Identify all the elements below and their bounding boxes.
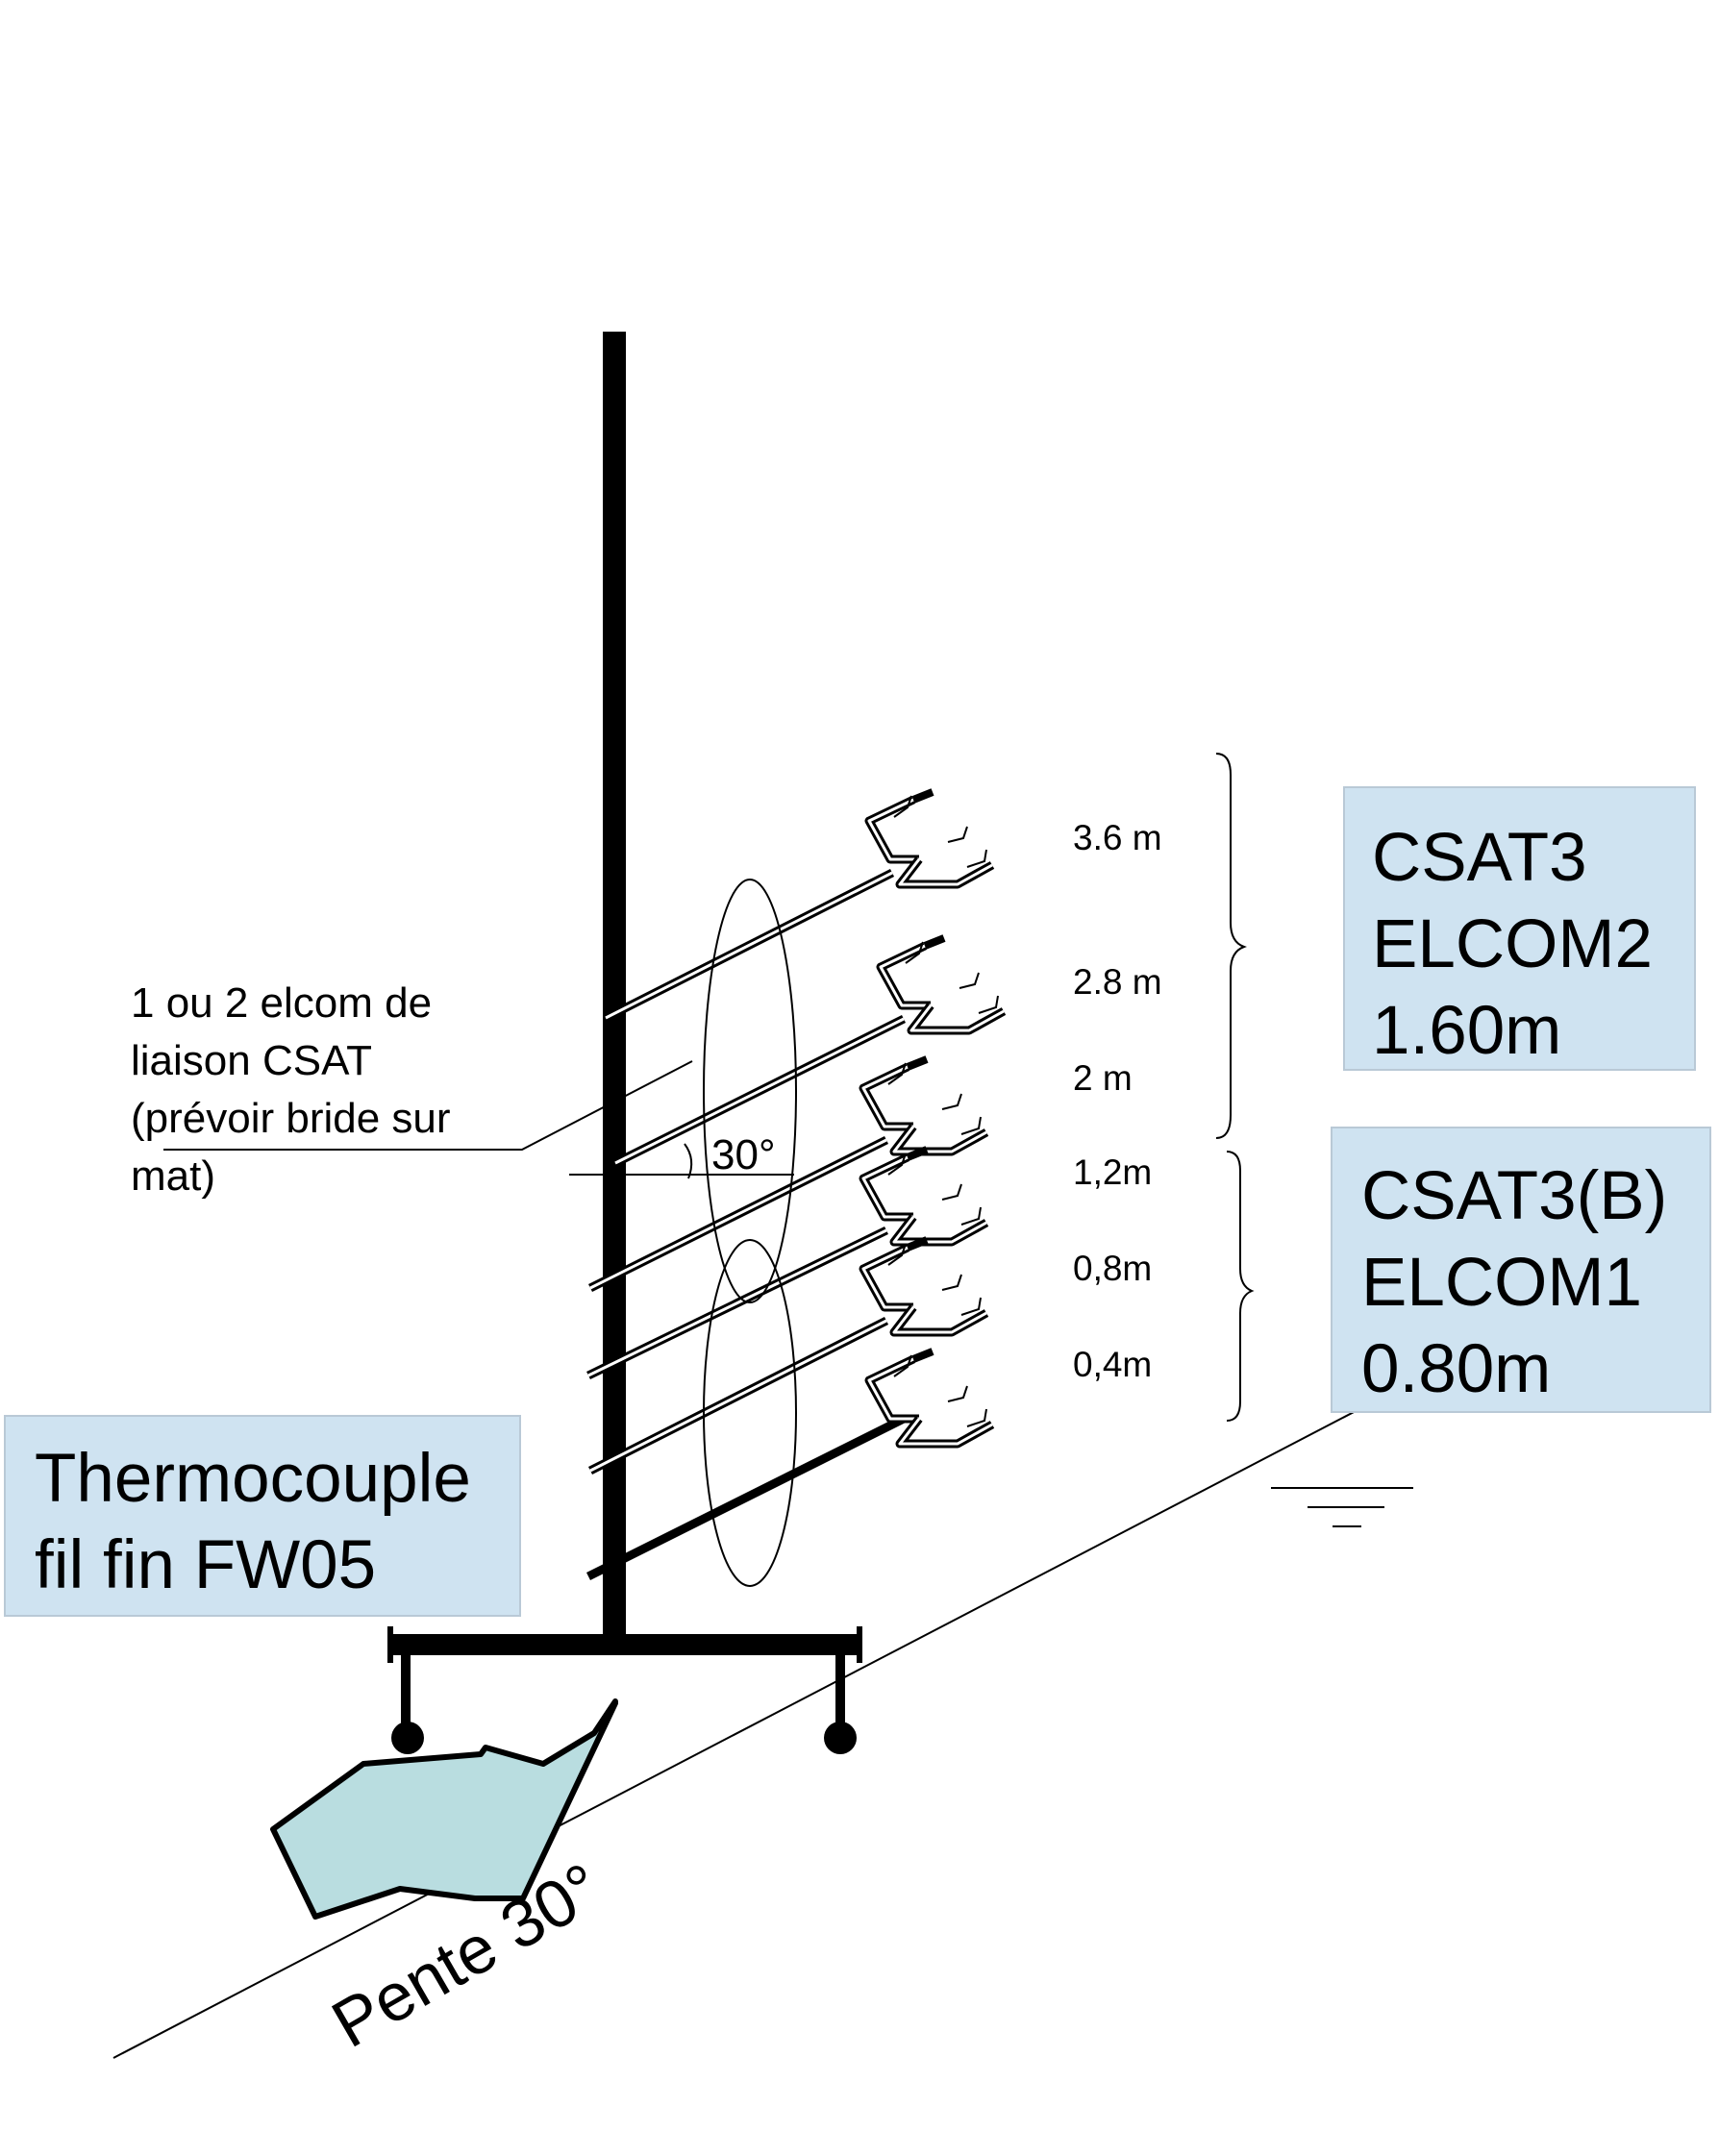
sensor-arm-2: [612, 938, 1004, 1168]
height-label-2-8: 2.8 m: [1073, 962, 1162, 1002]
sensor-arm-3: [587, 1059, 986, 1293]
sensor-arm-5: [587, 1240, 986, 1475]
box-line: fil fin FW05: [35, 1527, 377, 1603]
box-line: CSAT3: [1372, 820, 1587, 896]
thermocouple-label-box: Thermocouple fil fin FW05: [4, 1415, 521, 1617]
angle-label: 30°: [711, 1131, 776, 1178]
csat3b-elcom1-label-box: CSAT3(B) ELCOM1 0.80m: [1331, 1127, 1711, 1413]
upper-height-brace: [1215, 753, 1247, 1139]
box-line: 1.60m: [1372, 993, 1562, 1069]
elcom-note-leader: [163, 1060, 693, 1151]
height-label-2: 2 m: [1073, 1058, 1133, 1098]
mast-icon: [603, 332, 626, 1639]
elcom1-cable-ellipse: [703, 1239, 797, 1587]
mast-base: [387, 1626, 862, 1754]
box-line: ELCOM1: [1361, 1245, 1642, 1321]
height-label-1-2: 1,2m: [1073, 1152, 1152, 1192]
left-foot: [391, 1722, 424, 1754]
elcom-note: 1 ou 2 elcom de liaison CSAT (prévoir br…: [131, 979, 462, 1200]
ground-symbol-icon: [1271, 1487, 1413, 1527]
angle-arc: [684, 1143, 693, 1179]
height-label-0-8: 0,8m: [1073, 1249, 1152, 1288]
box-line: ELCOM2: [1372, 906, 1653, 982]
box-line: Thermocouple: [35, 1441, 471, 1517]
csat3-elcom2-label-box: CSAT3 ELCOM2 1.60m: [1343, 786, 1696, 1071]
sensor-arm-6: [585, 1351, 992, 1581]
sensor-arm-1: [603, 792, 992, 1023]
height-label-3-6: 3.6 m: [1073, 818, 1162, 857]
box-line: 0.80m: [1361, 1331, 1552, 1407]
rock-icon: [270, 1698, 618, 1920]
right-foot: [824, 1722, 857, 1754]
sensor-arm-4: [586, 1150, 986, 1380]
lower-height-brace: [1226, 1151, 1255, 1422]
elcom2-cable-ellipse: [703, 879, 797, 1303]
box-line: CSAT3(B): [1361, 1158, 1668, 1234]
slope-line: [112, 1409, 1358, 2059]
height-label-0-4: 0,4m: [1073, 1345, 1152, 1384]
